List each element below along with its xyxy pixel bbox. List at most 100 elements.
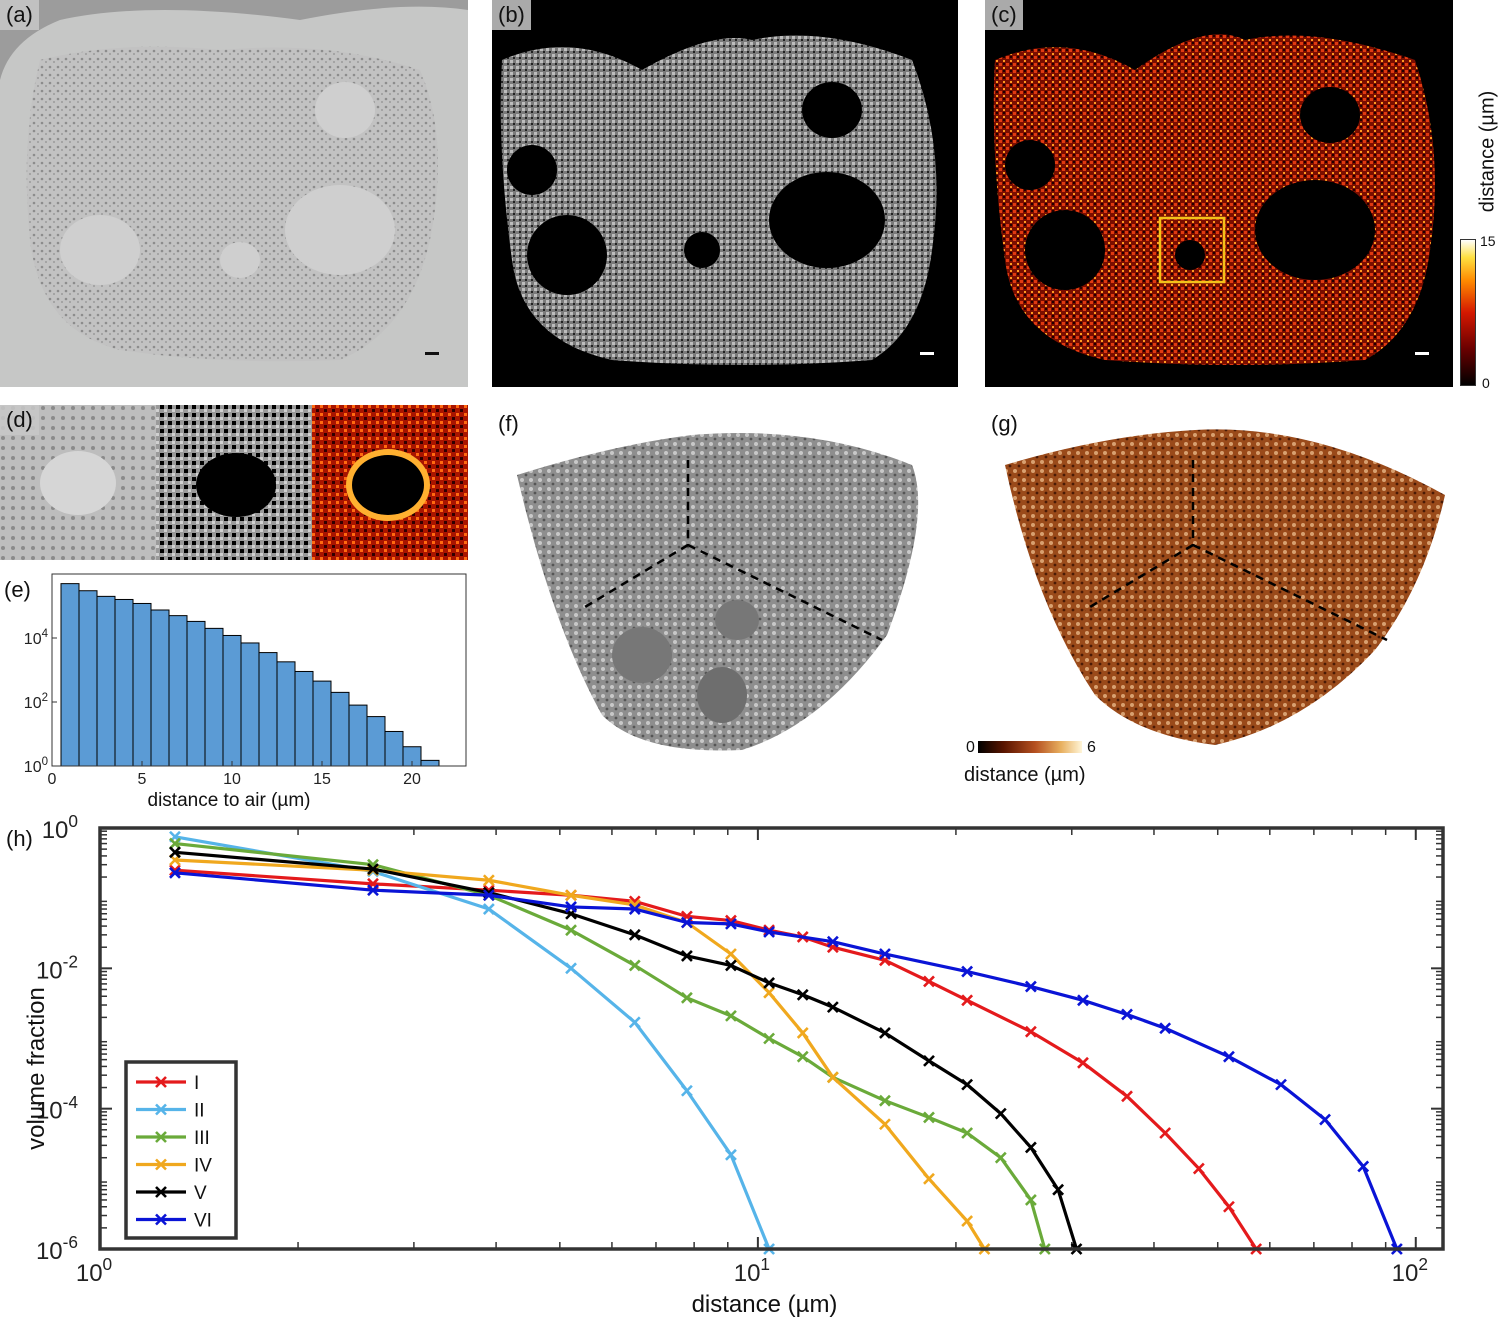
data-point-VI	[1121, 1008, 1133, 1021]
panel-e-label: (e)	[4, 577, 31, 602]
data-point-VI	[628, 903, 641, 915]
data-point-VI	[565, 901, 577, 913]
histogram-bar	[168, 615, 188, 767]
data-point-I	[1223, 1200, 1235, 1213]
x-tick-label: 20	[403, 771, 421, 788]
colorbar-g-min: 0	[966, 739, 975, 756]
x-tick-label: 0	[48, 771, 57, 788]
data-point-V	[367, 863, 379, 875]
data-point-III	[565, 924, 577, 937]
data-point-V	[961, 1078, 974, 1091]
plot-frame	[51, 573, 467, 767]
data-point-II	[725, 1148, 737, 1161]
histogram-bar	[258, 652, 278, 767]
scale-bar	[425, 352, 439, 355]
data-point-IV	[961, 1215, 974, 1227]
data-point-V	[879, 1027, 891, 1039]
data-point-IV	[763, 986, 776, 999]
panel-label: (g)	[991, 411, 1018, 436]
data-point-VI	[1024, 980, 1037, 993]
panel-c-distance-map: (c)	[985, 0, 1453, 387]
panel-a-raw-slice: (a)	[0, 0, 468, 387]
segmented-texture-b	[500, 35, 937, 365]
zoom-region-box	[1158, 216, 1226, 284]
colorbar-g	[978, 741, 1082, 753]
data-point-VI	[961, 965, 974, 978]
x-axis-label: distance (µm)	[692, 1291, 838, 1318]
series-line-VI	[174, 871, 1399, 1250]
histogram-bar	[222, 634, 242, 767]
legend-box	[124, 1060, 238, 1240]
series-line-III	[174, 841, 1047, 1250]
legend-label: VI	[194, 1211, 212, 1232]
histogram-bar	[132, 602, 152, 767]
data-point-VI	[367, 884, 379, 897]
colorbar-c	[1460, 239, 1476, 386]
histogram-bar	[420, 759, 440, 767]
data-point-VI	[725, 917, 737, 930]
panel-label: (f)	[498, 411, 519, 436]
data-point-VI	[1223, 1050, 1235, 1063]
panel-label: (b)	[492, 0, 531, 30]
y-tick-label: 10-6	[36, 1232, 78, 1265]
data-point-III	[1024, 1194, 1037, 1206]
data-point-III	[879, 1094, 891, 1107]
data-point-V	[1024, 1141, 1037, 1154]
data-point-II	[680, 1084, 693, 1097]
panel-d-zoom-triptych: (d)	[0, 405, 468, 560]
data-point-I	[923, 975, 935, 988]
colorbar-g-title: distance (µm)	[964, 764, 1086, 786]
histogram-bar	[114, 598, 134, 767]
data-point-V	[1052, 1183, 1065, 1196]
histogram-chart: 0 5 10 15 20 100 102 104 distance to air (µm)	[24, 573, 467, 811]
x-tick-label: 102	[1392, 1254, 1428, 1287]
data-point-VI	[169, 866, 181, 879]
histogram-bar	[330, 691, 350, 767]
legend-label: III	[194, 1128, 210, 1149]
y-tick-label: 100	[24, 756, 48, 776]
data-point-VI	[1357, 1160, 1370, 1173]
data-point-V	[725, 959, 737, 972]
data-point-I	[1077, 1056, 1089, 1069]
plot-frame	[98, 826, 1445, 1251]
data-point-III	[169, 837, 181, 850]
legend-swatch-marker	[155, 1158, 167, 1171]
data-point-I	[961, 994, 974, 1007]
histogram-bar	[96, 595, 116, 767]
data-point-VI	[1159, 1022, 1172, 1035]
data-point-V	[680, 950, 693, 962]
data-point-V	[923, 1054, 935, 1067]
volume-render-f	[517, 433, 919, 751]
panel-h-label: (h)	[6, 826, 33, 851]
data-point-I	[1192, 1162, 1205, 1175]
legend-label: I	[194, 1073, 199, 1094]
y-axis-label: volume fraction	[23, 987, 50, 1150]
distance-map-texture-c	[993, 34, 1435, 366]
histogram-bar	[240, 642, 260, 767]
panel-g-3d-distance: (g)	[985, 405, 1453, 795]
data-point-VI	[826, 935, 839, 948]
data-point-III	[923, 1111, 935, 1124]
histogram-bar	[276, 661, 296, 767]
x-tick-label: 15	[313, 771, 331, 788]
data-point-I	[1024, 1025, 1037, 1038]
x-tick-label: 100	[76, 1254, 112, 1287]
y-tick-label: 10-4	[36, 1092, 78, 1125]
colorbar-c-title: distance (µm)	[1476, 90, 1499, 213]
panel-b-segmented-slice: (b)	[492, 0, 958, 387]
data-point-IV	[923, 1172, 935, 1185]
data-point-III	[680, 991, 693, 1004]
data-point-IV	[879, 1118, 891, 1131]
data-point-III	[796, 1050, 809, 1063]
data-point-III	[994, 1151, 1007, 1164]
data-point-VI	[482, 889, 495, 902]
histogram-bar	[312, 680, 332, 767]
legend-swatch-marker	[155, 1186, 167, 1198]
data-point-VI	[680, 916, 693, 929]
zoom-triptych	[0, 405, 468, 560]
x-tick-label: 10	[223, 771, 241, 788]
x-tick-label: 5	[138, 771, 147, 788]
histogram-bar	[384, 730, 404, 767]
histogram-bar	[186, 620, 206, 767]
